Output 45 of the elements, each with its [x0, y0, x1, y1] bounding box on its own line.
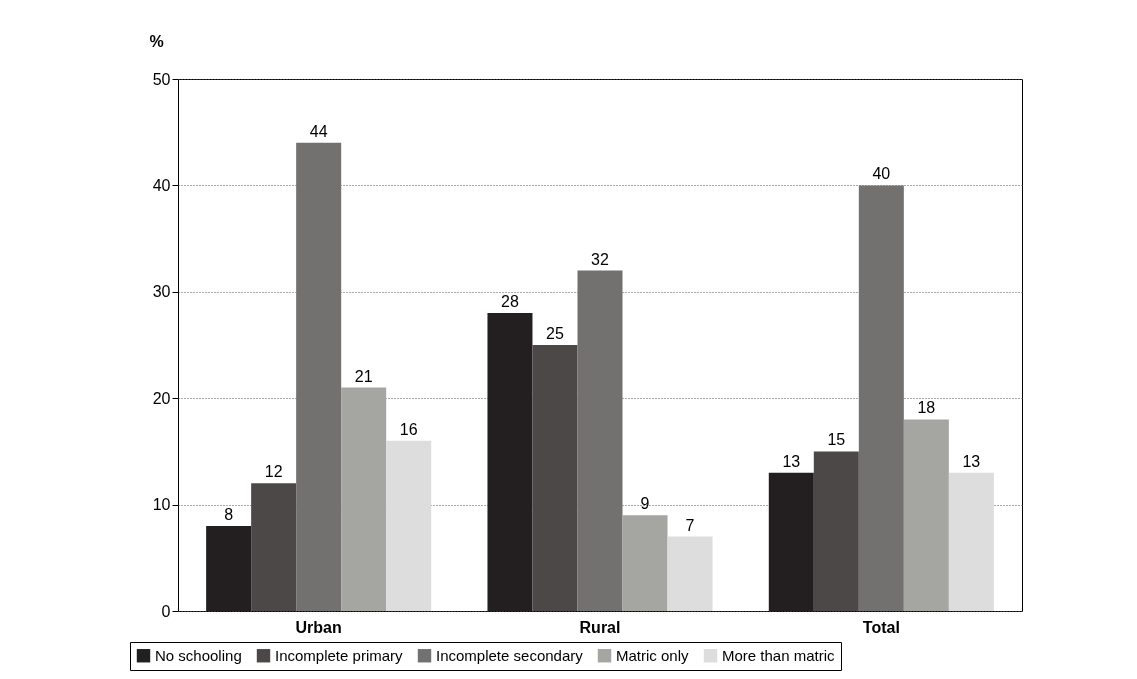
x-tick-label: Urban	[295, 618, 342, 636]
legend-label: Incomplete primary	[275, 646, 404, 664]
data-label: 15	[827, 431, 846, 449]
legend-label: Incomplete secondary	[436, 646, 584, 664]
bar	[487, 313, 533, 611]
y-tick-label: 0	[161, 602, 171, 620]
data-label: 44	[309, 122, 328, 140]
data-label: 8	[224, 505, 234, 523]
bar	[948, 472, 994, 611]
data-label: 13	[962, 452, 981, 470]
bar	[206, 525, 252, 611]
data-label: 21	[354, 367, 373, 385]
bar	[622, 515, 668, 611]
data-label: 7	[685, 516, 695, 534]
bar	[251, 483, 297, 611]
y-axis-title: %	[149, 32, 164, 50]
bar	[341, 387, 387, 611]
y-tick-label: 30	[152, 283, 171, 301]
bar	[386, 440, 432, 611]
legend-label: Matric only	[616, 646, 690, 664]
y-tick-label: 20	[152, 389, 171, 407]
data-label: 25	[546, 325, 564, 342]
bar	[858, 185, 904, 611]
data-label: 16	[399, 420, 418, 438]
data-label: 13	[782, 452, 801, 470]
y-tick-label: 50	[152, 70, 171, 88]
bar	[532, 345, 578, 611]
bar	[768, 472, 814, 611]
data-label: 9	[640, 495, 650, 513]
y-tick-label: 10	[152, 496, 171, 514]
x-tick-label: Total	[862, 618, 900, 636]
data-label: 18	[917, 399, 936, 417]
data-label: 40	[872, 165, 891, 183]
bar	[577, 270, 623, 611]
bar	[903, 419, 949, 611]
data-label: 28	[501, 293, 519, 311]
bar	[296, 142, 342, 611]
y-tick-label: 40	[152, 176, 171, 194]
bar	[813, 451, 859, 611]
bar	[667, 536, 713, 611]
x-tick-label: Rural	[579, 618, 621, 636]
data-label: 32	[591, 250, 609, 268]
legend-label: More than matric	[722, 646, 836, 664]
data-label: 12	[264, 463, 283, 481]
legend-label: No schooling	[155, 646, 242, 664]
